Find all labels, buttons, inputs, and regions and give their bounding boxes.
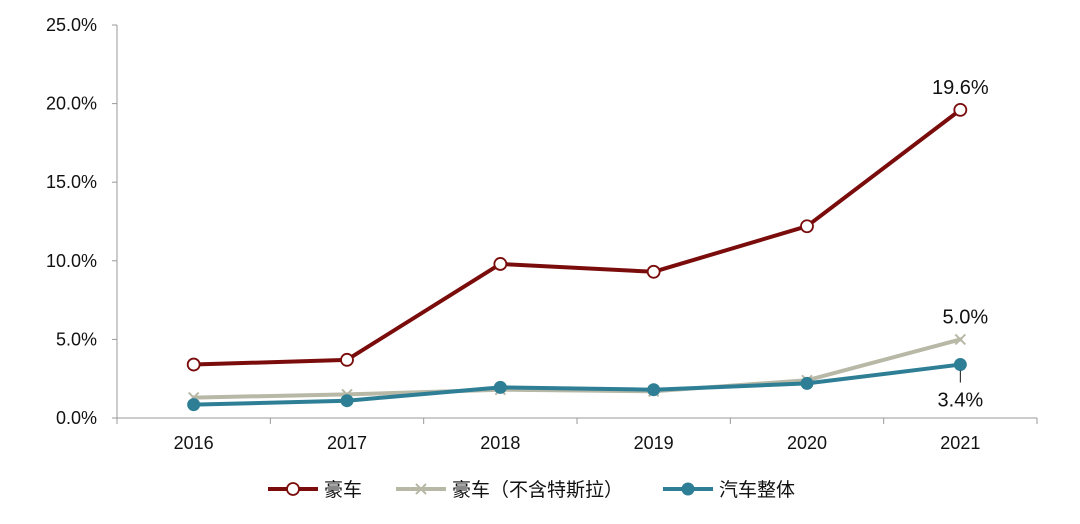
legend-label-2: 汽车整体	[719, 479, 795, 501]
x-tick-label: 2018	[480, 433, 520, 453]
legend-label-1: 豪车（不含特斯拉）	[452, 479, 623, 501]
y-tick-label: 0.0%	[56, 408, 97, 428]
series-2-point-3	[647, 383, 661, 397]
series-legend-2-point-0	[681, 482, 695, 496]
x-tick-label: 2021	[940, 433, 980, 453]
series-0-point-2	[493, 257, 508, 271]
series-legend-1-point-0	[415, 483, 427, 495]
series-2-point-1	[340, 394, 354, 408]
series-2-point-5	[953, 358, 967, 372]
series-0-point-0	[186, 357, 201, 372]
x-tick-label: 2020	[787, 433, 827, 453]
data-label-2: 3.4%	[938, 390, 984, 412]
series-0-point-5	[953, 102, 968, 117]
series-2-point-0	[187, 398, 201, 412]
data-label-1: 5.0%	[943, 306, 989, 328]
series-2-point-2	[493, 380, 507, 394]
y-tick-label: 20.0%	[46, 94, 97, 114]
y-tick-label: 15.0%	[46, 172, 97, 192]
data-label-0: 19.6%	[932, 77, 989, 99]
x-tick-label: 2016	[174, 433, 214, 453]
series-1-point-5	[954, 333, 967, 346]
series-0-point-3	[646, 264, 661, 279]
y-tick-label: 25.0%	[46, 15, 97, 35]
y-tick-label: 5.0%	[56, 329, 97, 349]
series-line-2	[191, 362, 963, 407]
legend-label-0: 豪车	[324, 479, 362, 501]
series-line-0	[191, 107, 963, 367]
series-0-point-1	[340, 352, 354, 367]
series-0-point-4	[800, 219, 814, 234]
series-2-point-4	[800, 376, 814, 390]
y-tick-label: 10.0%	[46, 251, 97, 271]
series-legend-0-point-0	[286, 482, 300, 496]
x-tick-label: 2017	[327, 433, 367, 453]
x-tick-label: 2019	[634, 433, 674, 453]
